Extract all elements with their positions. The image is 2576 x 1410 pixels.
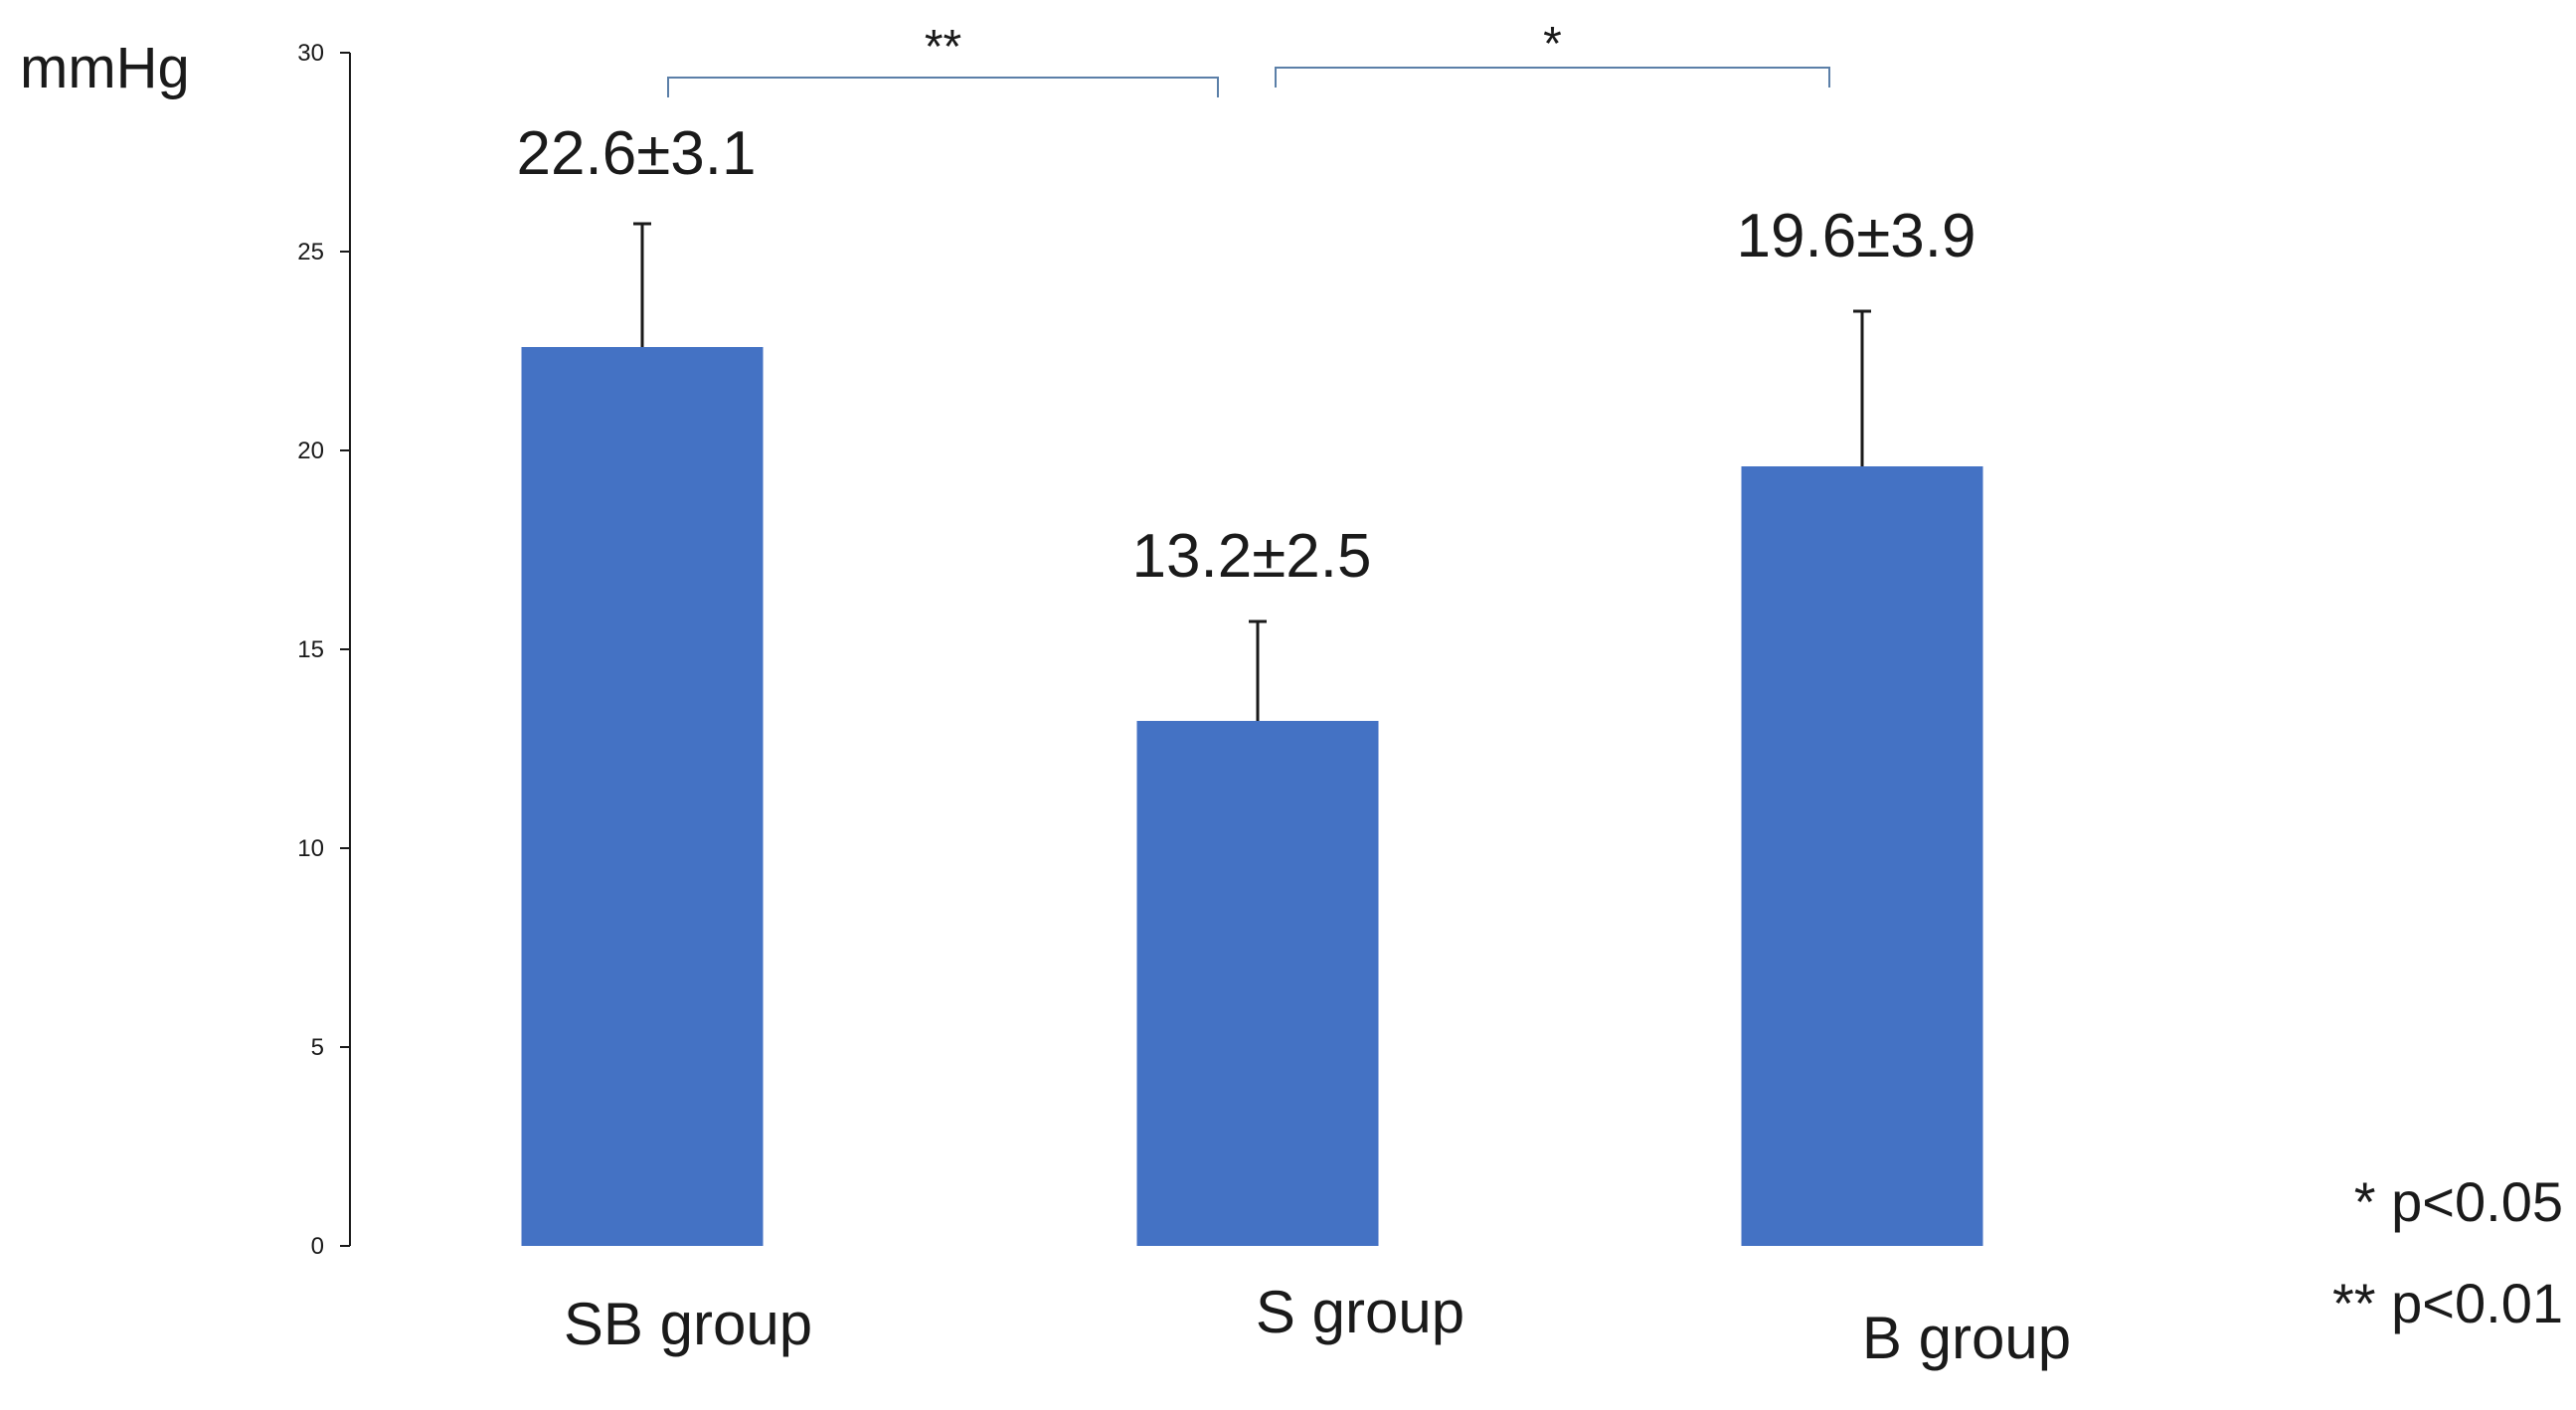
value-label: 13.2±2.5 (1132, 522, 1372, 591)
y-axis: 0 5 10 15 20 25 30 (297, 40, 351, 1260)
legend-p005: * p<0.05 (2354, 1170, 2563, 1233)
y-axis-unit-label: mmHg (20, 36, 190, 100)
significance-brackets: ** * (667, 18, 1830, 97)
y-tick-label: 15 (297, 636, 324, 663)
value-label: 19.6±3.9 (1737, 202, 1976, 270)
y-tick-label: 30 (297, 40, 324, 67)
significance-bracket (667, 77, 1219, 97)
bar (1136, 721, 1379, 1246)
y-tick-label: 20 (297, 438, 324, 464)
error-bars (633, 222, 1871, 721)
category-label: S group (1256, 1279, 1464, 1345)
category-label: SB group (564, 1291, 812, 1357)
x-axis-category-labels: SB group S group B group (564, 1279, 2071, 1371)
bar (1741, 466, 1983, 1246)
value-label: 22.6±3.1 (517, 119, 757, 188)
bars (521, 347, 1983, 1246)
y-tick-label: 25 (297, 239, 324, 265)
y-tick-label: 5 (311, 1034, 324, 1061)
y-tick-label: 0 (311, 1233, 324, 1260)
value-labels: 22.6±3.1 13.2±2.5 19.6±3.9 (517, 119, 1976, 591)
significance-legend: * p<0.05 ** p<0.01 (2332, 1170, 2563, 1334)
bar (521, 347, 764, 1246)
category-label: B group (1862, 1305, 2071, 1371)
legend-p001: ** p<0.01 (2332, 1272, 2563, 1334)
y-tick-label: 10 (297, 835, 324, 862)
significance-marker: ** (925, 21, 961, 74)
significance-bracket (1275, 67, 1830, 88)
significance-marker: * (1543, 18, 1562, 71)
